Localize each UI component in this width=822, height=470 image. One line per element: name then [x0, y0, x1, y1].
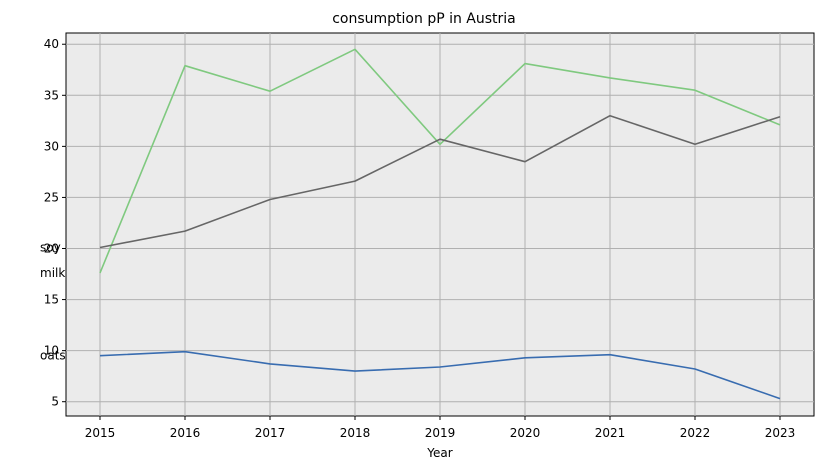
series-line-milk — [99, 48, 781, 274]
series-label-oats: oats — [40, 349, 66, 363]
series-labels: milk soy oats — [40, 240, 66, 362]
x-tick-label: 2020 — [510, 426, 541, 440]
gridlines — [66, 33, 814, 416]
y-tick-label: 40 — [44, 37, 59, 51]
x-axis-label: Year — [426, 446, 452, 460]
x-tick-label: 2019 — [425, 426, 456, 440]
y-tick-label: 5 — [51, 395, 59, 409]
x-tick-label: 2016 — [170, 426, 201, 440]
y-tick-label: 35 — [44, 88, 59, 102]
series-label-soy: soy — [40, 240, 61, 254]
series-label-milk: milk — [40, 266, 65, 280]
y-tick-label: 30 — [44, 139, 59, 153]
y-tick-label: 20 — [44, 242, 59, 256]
y-tick-label: 25 — [44, 190, 59, 204]
y-tick-label: 15 — [44, 293, 59, 307]
series-lines — [99, 48, 781, 400]
x-tick-label: 2015 — [85, 426, 116, 440]
x-tick-label: 2022 — [680, 426, 711, 440]
series-line-oats — [99, 350, 781, 400]
x-tick-label: 2018 — [340, 426, 371, 440]
chart-title: consumption pP in Austria — [332, 11, 516, 27]
x-tick-label: 2021 — [595, 426, 626, 440]
y-axis-ticks: 5 10 15 20 25 30 35 40 — [44, 37, 66, 409]
series-line-soy — [99, 114, 781, 249]
x-axis-ticks: 2015 2016 2017 2018 2019 2020 2021 2022 2023 — [85, 416, 796, 440]
y-tick-label: 10 — [44, 344, 59, 358]
x-tick-label: 2023 — [765, 426, 796, 440]
x-tick-label: 2017 — [255, 426, 286, 440]
